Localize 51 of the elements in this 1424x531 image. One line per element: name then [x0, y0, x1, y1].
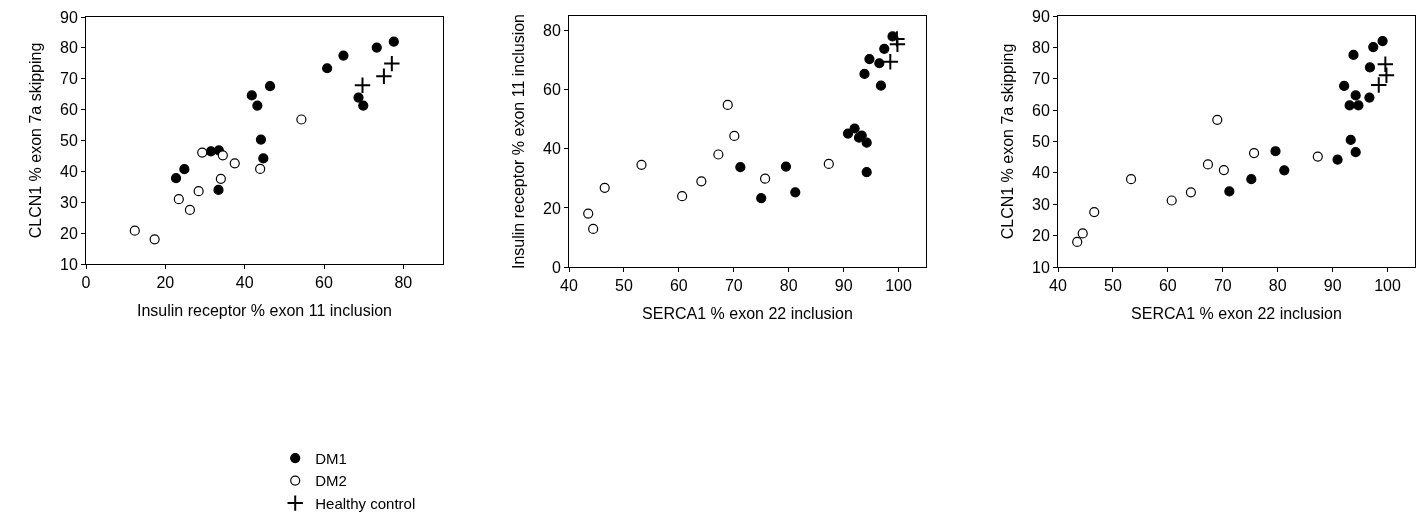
y-tick-label: 80 — [60, 39, 78, 57]
x-axis-title: SERCA1 % exon 22 inclusion — [642, 304, 853, 322]
legend-label: DM2 — [315, 472, 347, 490]
y-tick-label: 20 — [543, 199, 561, 217]
y-tick-label: 90 — [1032, 7, 1050, 25]
x-tick-label: 90 — [1323, 277, 1342, 295]
y-tick-label: 40 — [60, 162, 78, 180]
y-tick-label: 30 — [60, 193, 78, 211]
x-tick-label: 80 — [779, 277, 798, 295]
y-tick-label: 70 — [60, 70, 78, 88]
x-tick-label: 50 — [1104, 277, 1122, 295]
x-tick-label: 50 — [615, 277, 633, 295]
y-axis-title: Insulin receptor % exon 11 inclusion — [509, 14, 527, 269]
x-axis-title: SERCA1 % exon 22 inclusion — [1131, 304, 1342, 322]
legend-label: DM1 — [315, 449, 347, 467]
y-tick-label: 40 — [543, 140, 561, 158]
y-axis-title: CLCN1 % exon 7a skipping — [998, 43, 1016, 240]
x-axis-title: Insulin receptor % exon 11 inclusion — [137, 301, 392, 319]
y-tick-label: 60 — [1032, 101, 1050, 119]
y-tick-label: 0 — [551, 258, 561, 276]
x-tick-label: 70 — [1213, 277, 1232, 295]
legend-label: Healthy control — [315, 494, 416, 512]
y-tick-label: 30 — [1032, 195, 1050, 213]
y-tick-label: 90 — [60, 8, 78, 26]
x-tick-label: 20 — [156, 274, 175, 292]
y-tick-label: 60 — [60, 101, 78, 119]
x-tick-label: 40 — [1049, 277, 1067, 295]
y-tick-label: 40 — [1032, 164, 1050, 182]
y-tick-label: 50 — [60, 132, 78, 150]
y-tick-label: 80 — [543, 22, 561, 40]
y-axis-title: CLCN1 % exon 7a skipping — [26, 42, 44, 239]
y-tick-label: 70 — [1032, 70, 1050, 88]
x-tick-label: 100 — [1374, 277, 1401, 295]
y-tick-label: 10 — [1032, 258, 1050, 276]
y-tick-label: 10 — [60, 255, 78, 273]
x-tick-label: 80 — [1268, 277, 1287, 295]
x-tick-label: 100 — [885, 277, 912, 295]
x-tick-label: 60 — [669, 277, 688, 295]
y-tick-label: 50 — [1032, 133, 1050, 151]
x-tick-label: 40 — [560, 277, 578, 295]
x-tick-label: 80 — [394, 274, 413, 292]
y-tick-label: 80 — [1032, 38, 1050, 56]
y-tick-label: 20 — [60, 224, 78, 242]
y-tick-label: 20 — [1032, 227, 1050, 245]
x-tick-label: 60 — [1158, 277, 1177, 295]
x-tick-label: 90 — [834, 277, 853, 295]
x-tick-label: 0 — [81, 274, 91, 292]
x-tick-label: 60 — [315, 274, 333, 292]
x-tick-label: 70 — [724, 277, 743, 295]
y-tick-label: 60 — [543, 81, 561, 99]
x-tick-label: 40 — [235, 274, 254, 292]
